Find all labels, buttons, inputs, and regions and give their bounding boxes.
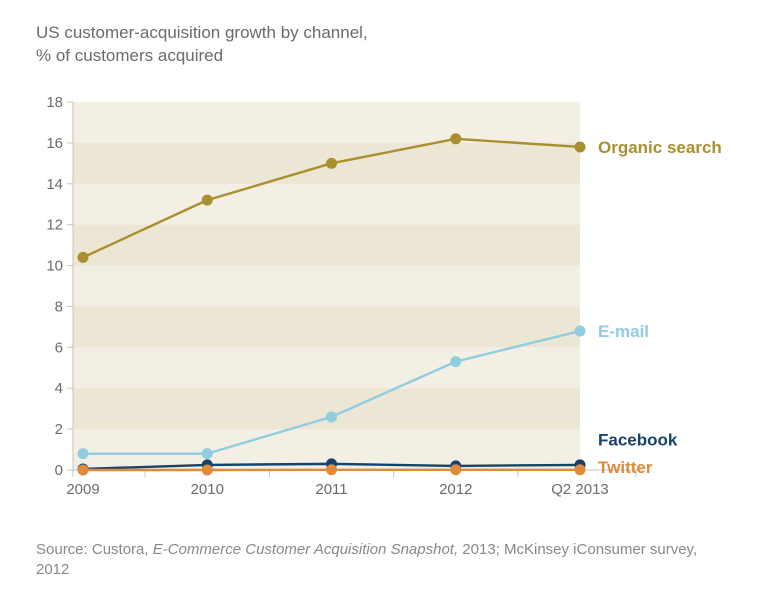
- y-tick-label: 16: [46, 135, 63, 152]
- series-marker: [450, 464, 461, 475]
- series-marker: [78, 252, 89, 263]
- y-tick-label: 0: [55, 462, 63, 479]
- series-marker: [575, 141, 586, 152]
- series-label: E-mail: [598, 322, 649, 341]
- series-label: Twitter: [598, 458, 653, 477]
- grid-band: [73, 225, 580, 266]
- series-marker: [202, 195, 213, 206]
- chart-stage: US customer-acquisition growth by channe…: [0, 0, 764, 595]
- y-tick-label: 8: [55, 298, 63, 315]
- x-tick-label: 2011: [315, 481, 347, 498]
- series-label: Organic search: [598, 138, 722, 157]
- series-marker: [326, 411, 337, 422]
- source-italic: E-Commerce Customer Acquisition Snapshot…: [153, 541, 458, 558]
- y-tick-label: 4: [55, 380, 63, 397]
- x-tick-label: 2010: [191, 481, 224, 498]
- y-tick-label: 6: [55, 339, 63, 356]
- x-tick-label: 2012: [439, 481, 472, 498]
- y-tick-label: 18: [46, 94, 63, 111]
- series-marker: [326, 464, 337, 475]
- series-marker: [202, 448, 213, 459]
- grid-band: [73, 306, 580, 347]
- y-tick-label: 2: [55, 421, 63, 438]
- series-marker: [78, 465, 89, 476]
- series-marker: [202, 465, 213, 476]
- series-marker: [326, 158, 337, 169]
- chart-source: Source: Custora, E-Commerce Customer Acq…: [36, 540, 726, 581]
- y-tick-label: 14: [46, 176, 63, 193]
- series-marker: [450, 356, 461, 367]
- source-prefix: Source: Custora,: [36, 541, 153, 558]
- series-label: Facebook: [598, 430, 678, 449]
- chart-svg: 0 2 4 6 8 10 12 14 16 18 2009 2010 2011 2012 Q2 2013 Or…: [0, 0, 764, 595]
- y-tick-label: 10: [46, 258, 63, 275]
- series-marker: [78, 448, 89, 459]
- series-marker: [575, 464, 586, 475]
- grid-band: [73, 388, 580, 429]
- series-marker: [575, 325, 586, 336]
- x-tick-label: 2009: [66, 481, 99, 498]
- series-marker: [450, 133, 461, 144]
- x-tick-label: Q2 2013: [551, 481, 609, 498]
- y-tick-label: 12: [46, 217, 63, 234]
